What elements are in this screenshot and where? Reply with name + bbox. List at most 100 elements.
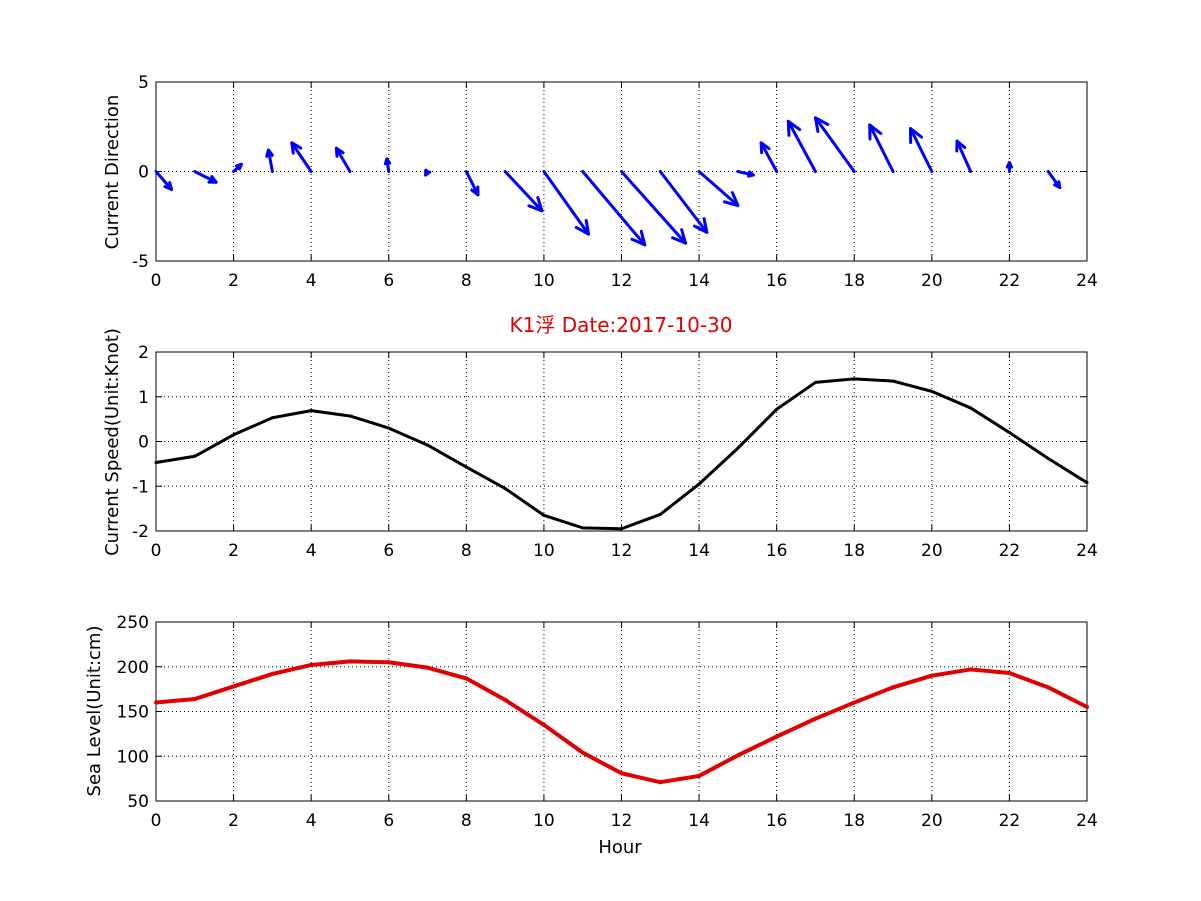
x-tick-label: 0 <box>151 541 162 561</box>
arrow-shaft <box>503 170 544 213</box>
x-tick-label: 4 <box>306 271 317 291</box>
arrow-head <box>955 139 967 153</box>
data-point <box>852 377 856 381</box>
direction-arrow <box>464 170 480 197</box>
direction-arrow <box>658 170 709 234</box>
x-tick-label: 14 <box>688 541 710 561</box>
data-point <box>386 660 391 665</box>
data-point <box>891 685 896 690</box>
x-tick-label: 22 <box>999 271 1021 291</box>
x-tick-label: 0 <box>151 271 162 291</box>
arrow-head <box>671 228 688 245</box>
y-tick-label: 2 <box>138 343 149 363</box>
data-point <box>309 409 313 413</box>
direction-arrow <box>697 170 740 208</box>
data-point <box>968 667 973 672</box>
direction-arrow <box>1046 170 1062 190</box>
x-tick-label: 16 <box>766 541 788 561</box>
x-tick-label: 12 <box>611 811 633 831</box>
x-tick-label: 12 <box>611 541 633 561</box>
data-point <box>387 426 391 430</box>
data-point <box>154 700 158 705</box>
data-point <box>464 465 468 469</box>
data-point <box>541 722 546 727</box>
data-point <box>1085 705 1089 710</box>
arrow-shaft <box>266 148 274 173</box>
x-tick-label: 16 <box>766 271 788 291</box>
x-tick-label: 18 <box>843 541 865 561</box>
direction-arrow <box>736 170 755 178</box>
arrow-shaft <box>542 170 591 236</box>
direction-arrow <box>955 139 973 173</box>
data-point <box>852 700 857 705</box>
arrow-shaft <box>908 127 934 173</box>
data-point <box>1046 457 1050 461</box>
speed-series-line <box>155 377 1088 531</box>
x-tick-label: 6 <box>383 271 394 291</box>
y-tick-label: -2 <box>132 522 149 542</box>
arrow-head <box>470 185 480 197</box>
data-point <box>192 696 197 701</box>
data-point <box>426 443 430 447</box>
x-tick-label: 24 <box>1076 541 1098 561</box>
data-point <box>1007 431 1011 435</box>
arrow-head <box>290 141 303 155</box>
arrow-head <box>1005 161 1014 169</box>
data-point <box>580 750 585 755</box>
data-point <box>620 527 623 531</box>
arrow-shaft <box>955 139 973 173</box>
data-point <box>658 780 663 785</box>
arrow-head <box>630 229 647 247</box>
arrow-head <box>813 116 830 134</box>
direction-arrow <box>542 170 591 236</box>
arrow-head <box>1053 180 1062 190</box>
y-tick-label: 5 <box>138 73 149 93</box>
direction-arrow <box>193 170 218 184</box>
direction-arrow <box>383 157 392 173</box>
data-point <box>232 433 236 437</box>
direction-arrow <box>424 168 432 177</box>
y-tick-label: -1 <box>132 477 149 497</box>
data-point <box>619 771 624 776</box>
data-point <box>1007 671 1012 676</box>
x-tick-label: 22 <box>999 541 1021 561</box>
data-point <box>231 684 236 689</box>
direction-arrow <box>503 170 544 213</box>
data-point <box>891 379 895 383</box>
data-point <box>270 671 275 676</box>
direction-arrow <box>232 162 243 173</box>
x-tick-label: 10 <box>533 811 555 831</box>
data-point <box>929 673 934 678</box>
arrow-shaft <box>154 170 174 191</box>
data-point <box>735 753 740 758</box>
arrow-shaft <box>813 116 856 173</box>
y-tick-label: 50 <box>127 792 149 812</box>
direction-arrow <box>786 119 817 173</box>
y-tick-label: 200 <box>117 658 149 678</box>
arrow-shaft <box>334 146 352 173</box>
x-tick-label: 8 <box>461 271 472 291</box>
direction-arrow <box>265 148 274 173</box>
x-tick-label: 20 <box>921 271 943 291</box>
direction-arrow <box>759 141 779 173</box>
y-tick-label: 250 <box>117 613 149 633</box>
direction-ylabel: Current Direction <box>102 95 123 250</box>
data-point <box>930 389 934 393</box>
x-tick-label: 18 <box>843 811 865 831</box>
direction-arrow <box>813 116 856 173</box>
x-tick-label: 14 <box>688 271 710 291</box>
x-tick-label: 0 <box>151 811 162 831</box>
direction-arrow <box>868 123 895 173</box>
data-point <box>425 665 430 670</box>
arrow-head <box>163 181 174 191</box>
direction-arrow <box>290 141 313 173</box>
data-point <box>774 734 779 739</box>
direction-arrow <box>908 127 934 173</box>
data-point <box>270 416 274 420</box>
arrow-shaft <box>620 170 688 245</box>
data-point <box>813 716 818 721</box>
x-tick-label: 24 <box>1076 811 1098 831</box>
data-point <box>697 482 701 486</box>
arrow-head <box>527 196 544 213</box>
